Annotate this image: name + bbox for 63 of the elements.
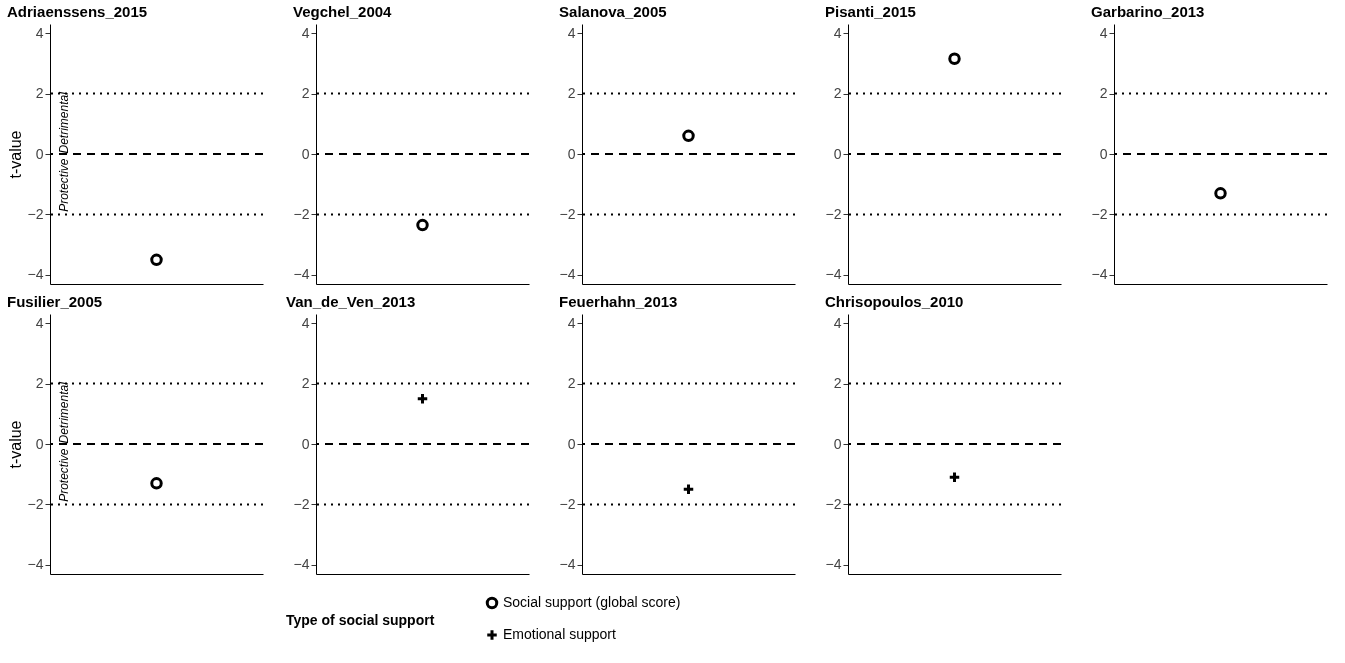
y-tick-label: 2 [567, 375, 576, 392]
y-tick-label: −2 [559, 205, 576, 222]
y-tick-label: −4 [825, 556, 842, 573]
y-tick-label: 2 [301, 375, 310, 392]
y-tick-label: 0 [567, 145, 576, 162]
chart-title: Salanova_2005 [559, 3, 667, 20]
y-tick-label: 0 [35, 145, 44, 162]
y-tick-label: 0 [567, 435, 576, 452]
annotation: Protective [57, 448, 71, 502]
y-tick-label: 2 [301, 85, 310, 102]
y-tick-label: −4 [1091, 266, 1108, 283]
y-tick-label: −2 [27, 205, 44, 222]
y-tick-label: 0 [301, 435, 310, 452]
y-tick-label: 2 [567, 85, 576, 102]
y-tick-label: −4 [293, 556, 310, 573]
y-tick-label: 4 [567, 24, 576, 41]
y-tick-label: 4 [301, 314, 310, 331]
legend-label: Emotional support [503, 626, 616, 642]
y-tick-label: 4 [833, 24, 842, 41]
y-tick-label: −2 [559, 495, 576, 512]
y-tick-label: 0 [301, 145, 310, 162]
chart-title: Adriaenssens_2015 [7, 3, 148, 20]
y-tick-label: 2 [35, 85, 44, 102]
y-tick-label: 4 [833, 314, 842, 331]
chart-title: Chrisopoulos_2010 [825, 293, 964, 310]
y-tick-label: −2 [293, 495, 310, 512]
y-tick-label: 2 [1099, 85, 1108, 102]
y-tick-label: −2 [825, 205, 842, 222]
y-tick-label: −2 [293, 205, 310, 222]
chart-title: Feuerhahn_2013 [559, 293, 678, 310]
y-axis-title: t-value [6, 130, 24, 179]
annotation: Protective [57, 158, 71, 212]
chart-title: Pisanti_2015 [825, 3, 916, 20]
annotation: Detrimental [57, 91, 71, 154]
chart-title: Garbarino_2013 [1091, 3, 1205, 20]
y-axis-title: t-value [6, 420, 24, 469]
y-tick-label: −4 [27, 266, 44, 283]
y-tick-label: −2 [27, 495, 44, 512]
y-tick-label: −4 [559, 556, 576, 573]
y-tick-label: 4 [567, 314, 576, 331]
y-tick-label: 0 [833, 145, 842, 162]
y-tick-label: −4 [559, 266, 576, 283]
y-tick-label: −4 [293, 266, 310, 283]
y-tick-label: 4 [35, 314, 44, 331]
chart-title: Fusilier_2005 [7, 293, 103, 310]
y-tick-label: −2 [825, 495, 842, 512]
y-tick-label: 2 [833, 85, 842, 102]
y-tick-label: 0 [833, 435, 842, 452]
legend-title: Type of social support [286, 612, 435, 628]
y-tick-label: 2 [833, 375, 842, 392]
y-tick-label: −4 [825, 266, 842, 283]
y-tick-label: 4 [1099, 24, 1108, 41]
text: Social support (global score) [503, 594, 681, 610]
y-tick-label: 0 [35, 435, 44, 452]
y-tick-label: 4 [35, 24, 44, 41]
y-tick-label: 2 [35, 375, 44, 392]
y-tick-label: 4 [301, 24, 310, 41]
y-tick-label: −2 [1091, 205, 1108, 222]
y-tick-label: 0 [1099, 145, 1108, 162]
chart-title: Vegchel_2004 [293, 3, 393, 20]
y-tick-label: −4 [27, 556, 44, 573]
annotation: Detrimental [57, 381, 71, 444]
chart-title: Van_de_Ven_2013 [286, 293, 416, 310]
